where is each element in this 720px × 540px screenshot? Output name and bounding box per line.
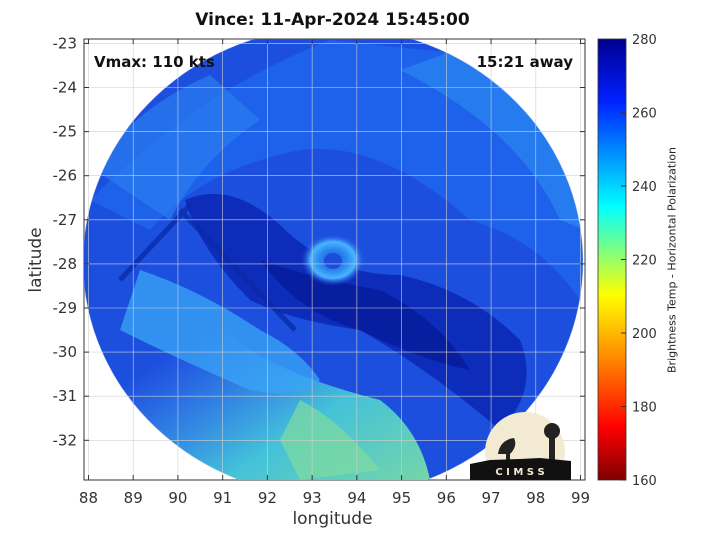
colorbar-tick-label: 240 bbox=[632, 180, 657, 195]
y-axis-label: latitude bbox=[26, 227, 46, 293]
building-icon bbox=[470, 458, 571, 480]
y-tick-label: -30 bbox=[53, 343, 78, 361]
x-tick-label: 96 bbox=[437, 489, 456, 507]
colorbar-tick-label: 180 bbox=[632, 401, 657, 416]
colorbar-label: Brightness Temp - Horizontal Polarizatio… bbox=[665, 147, 679, 373]
y-tick-label: -31 bbox=[53, 387, 78, 405]
x-tick-label: 92 bbox=[258, 489, 277, 507]
y-ticks: -23 -24 -25 -26 -27 -28 -29 -30 -31 -32 bbox=[53, 34, 585, 449]
x-axis-label: longitude bbox=[292, 509, 373, 529]
warm-sector-mid bbox=[120, 270, 320, 394]
x-tick-label: 91 bbox=[213, 489, 232, 507]
x-tick-label: 99 bbox=[571, 489, 590, 507]
cold-cloud-core bbox=[260, 260, 470, 370]
y-tick-label: -28 bbox=[53, 255, 78, 273]
colorbar-tick-label: 220 bbox=[632, 254, 657, 269]
water-tower-icon bbox=[544, 423, 560, 439]
y-tick-label: -29 bbox=[53, 299, 78, 317]
swath-edge bbox=[118, 203, 297, 332]
rain-band-upper-left bbox=[95, 75, 260, 220]
x-tick-label: 93 bbox=[303, 489, 322, 507]
y-tick-label: -23 bbox=[53, 34, 78, 52]
x-tick-label: 94 bbox=[347, 489, 366, 507]
x-ticks: 88 89 90 91 92 93 94 95 96 97 98 99 bbox=[79, 39, 590, 507]
y-tick-label: -26 bbox=[53, 167, 78, 185]
x-tick-label: 88 bbox=[79, 489, 98, 507]
y-tick-label: -27 bbox=[53, 211, 78, 229]
y-tick-label: -32 bbox=[53, 431, 78, 449]
logo-text: C I M S S bbox=[495, 467, 544, 478]
tower-legs-icon bbox=[549, 436, 555, 464]
colorbar-tick-label: 280 bbox=[632, 33, 657, 48]
y-tick-label: -25 bbox=[53, 123, 78, 141]
x-tick-label: 90 bbox=[168, 489, 187, 507]
x-tick-label: 98 bbox=[526, 489, 545, 507]
time-away-label: 15:21 away bbox=[476, 53, 573, 71]
antenna-post-icon bbox=[506, 446, 510, 462]
colorbar-tick-label: 200 bbox=[632, 327, 657, 342]
x-tick-label: 95 bbox=[392, 489, 411, 507]
microwave-swath-image bbox=[84, 39, 584, 480]
colorbar-tick-label: 260 bbox=[632, 107, 657, 122]
swath-boundary bbox=[84, 39, 584, 480]
cyclone-eye bbox=[324, 253, 342, 269]
colorbar-ticks: 280 260 240 220 200 180 160 bbox=[621, 33, 657, 489]
x-tick-label: 97 bbox=[482, 489, 501, 507]
vmax-label: Vmax: 110 kts bbox=[94, 53, 215, 71]
y-tick-label: -24 bbox=[53, 79, 78, 97]
colorbar-tick-label: 160 bbox=[632, 474, 657, 489]
warm-sector-lower-right bbox=[280, 400, 380, 480]
x-tick-label: 89 bbox=[124, 489, 143, 507]
plot-title: Vince: 11-Apr-2024 15:45:00 bbox=[195, 10, 470, 30]
gridlines bbox=[84, 39, 585, 480]
cimss-logo: C I M S S bbox=[470, 412, 571, 480]
